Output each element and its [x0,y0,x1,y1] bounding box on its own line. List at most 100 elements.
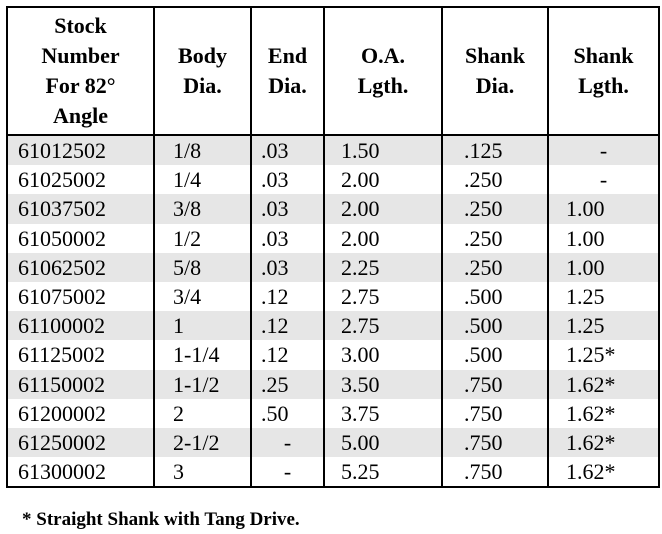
header-line: Dia. [475,73,515,98]
cell-shank-dia: .750 [441,428,549,458]
table-row: 61025002 1/4 .03 2.00 .250 - [6,165,660,195]
header-line: Shank [465,43,525,68]
cell-end-dia: .25 [250,369,325,399]
cell-end-dia: .50 [250,398,325,429]
cell-body-dia: 1 [153,311,252,341]
table-row: 61100002 1 .12 2.75 .500 1.25 [6,311,660,341]
cell-body-dia: 3/8 [153,194,252,224]
cell-shank-dia: .500 [441,311,549,341]
cell-shank-length: 1.25* [547,340,660,370]
header-line: Angle [53,103,108,128]
header-line: O.A. [361,43,405,68]
table-row: 61037502 3/8 .03 2.00 .250 1.00 [6,194,660,224]
cell-stock-number: 61062502 [6,252,155,283]
cell-shank-length: 1.62* [547,398,660,429]
header-row: Stock Number For 82° Angle Body Dia. End… [6,6,660,136]
cell-stock-number: 61200002 [6,398,155,429]
cell-shank-dia: .250 [441,194,549,224]
cell-oa-length: 3.75 [323,398,443,429]
cell-shank-length: 1.25 [547,282,660,312]
cell-oa-length: 2.75 [323,311,443,341]
cell-end-dia: - [250,428,325,458]
cell-body-dia: 1/4 [153,165,252,195]
specification-table-container: Stock Number For 82° Angle Body Dia. End… [6,6,660,489]
table-row: 61062502 5/8 .03 2.25 .250 1.00 [6,252,660,283]
header-line: Stock [54,13,107,38]
table-row: 61250002 2-1/2 - 5.00 .750 1.62* [6,428,660,458]
cell-oa-length: 2.00 [323,165,443,195]
header-oa-length: O.A. Lgth. [323,6,443,136]
cell-oa-length: 2.00 [323,223,443,253]
cell-oa-length: 2.25 [323,252,443,283]
header-end-dia: End Dia. [250,6,325,136]
cell-stock-number: 61250002 [6,428,155,458]
countersink-spec-table: Stock Number For 82° Angle Body Dia. End… [6,6,660,489]
header-line: Shank [573,43,634,68]
cell-end-dia: - [250,457,325,489]
cell-end-dia: .03 [250,165,325,195]
table-row: 61075002 3/4 .12 2.75 .500 1.25 [6,282,660,312]
header-line: Number [41,43,120,68]
table-header: Stock Number For 82° Angle Body Dia. End… [6,6,660,136]
header-shank-length: Shank Lgth. [547,6,660,136]
table-row: 61300002 3 - 5.25 .750 1.62* [6,457,660,489]
cell-shank-dia: .750 [441,457,549,489]
header-line: Body [178,43,227,68]
cell-end-dia: .12 [250,311,325,341]
cell-shank-length: - [547,135,660,166]
cell-body-dia: 2-1/2 [153,428,252,458]
cell-stock-number: 61300002 [6,457,155,489]
cell-stock-number: 61075002 [6,282,155,312]
cell-oa-length: 3.50 [323,369,443,399]
cell-body-dia: 3/4 [153,282,252,312]
cell-end-dia: .03 [250,252,325,283]
cell-stock-number: 61012502 [6,135,155,166]
cell-shank-dia: .125 [441,135,549,166]
cell-body-dia: 1-1/4 [153,340,252,370]
cell-stock-number: 61150002 [6,369,155,399]
cell-stock-number: 61025002 [6,165,155,195]
cell-stock-number: 61125002 [6,340,155,370]
cell-stock-number: 61037502 [6,194,155,224]
table-row: 61150002 1-1/2 .25 3.50 .750 1.62* [6,369,660,399]
cell-oa-length: 1.50 [323,135,443,166]
header-line: Dia. [183,73,222,98]
cell-shank-dia: .250 [441,223,549,253]
cell-end-dia: .12 [250,340,325,370]
table-row: 61200002 2 .50 3.75 .750 1.62* [6,398,660,429]
cell-oa-length: 5.00 [323,428,443,458]
header-line: End [267,43,308,68]
cell-oa-length: 3.00 [323,340,443,370]
header-line: Lgth. [578,73,629,98]
cell-body-dia: 1/2 [153,223,252,253]
cell-shank-dia: .500 [441,340,549,370]
cell-shank-dia: .250 [441,252,549,283]
header-line: Lgth. [357,73,409,98]
cell-shank-length: 1.62* [547,457,660,489]
cell-body-dia: 3 [153,457,252,489]
cell-body-dia: 1/8 [153,135,252,166]
cell-shank-dia: .250 [441,165,549,195]
cell-shank-length: 1.00 [547,223,660,253]
cell-body-dia: 1-1/2 [153,369,252,399]
cell-shank-dia: .750 [441,398,549,429]
cell-shank-length: - [547,165,660,195]
cell-oa-length: 5.25 [323,457,443,489]
cell-body-dia: 5/8 [153,252,252,283]
header-body-dia: Body Dia. [153,6,252,136]
cell-shank-dia: .500 [441,282,549,312]
cell-end-dia: .12 [250,282,325,312]
header-line: Dia. [268,73,307,98]
cell-shank-length: 1.00 [547,194,660,224]
cell-body-dia: 2 [153,398,252,429]
cell-shank-length: 1.62* [547,369,660,399]
table-row: 61012502 1/8 .03 1.50 .125 - [6,135,660,166]
header-line: For 82° [45,73,116,98]
cell-shank-length: 1.62* [547,428,660,458]
cell-shank-length: 1.25 [547,311,660,341]
cell-oa-length: 2.00 [323,194,443,224]
table-body: 61012502 1/8 .03 1.50 .125 - 61025002 1/… [6,135,660,489]
footnote: * Straight Shank with Tang Drive. [22,509,300,530]
cell-oa-length: 2.75 [323,282,443,312]
cell-shank-dia: .750 [441,369,549,399]
